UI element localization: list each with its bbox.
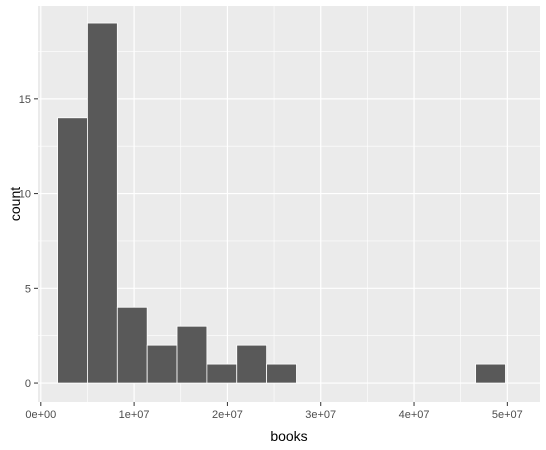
histogram-bar xyxy=(146,344,178,384)
bars xyxy=(57,22,506,384)
y-axis: 0 5 10 15 xyxy=(19,94,38,390)
x-axis-title: books xyxy=(270,428,307,444)
y-tick-label: 15 xyxy=(19,94,31,106)
y-tick-label: 10 xyxy=(19,189,31,201)
x-axis: 0e+00 1e+07 2e+07 3e+07 4e+07 5e+07 xyxy=(25,402,523,421)
histogram-bar xyxy=(176,325,208,384)
x-tick-label: 0e+00 xyxy=(25,409,56,421)
histogram-bar xyxy=(475,363,506,384)
x-tick-label: 4e+07 xyxy=(399,409,430,421)
x-tick-label: 1e+07 xyxy=(119,409,150,421)
histogram-bar xyxy=(87,22,118,384)
x-tick-label: 3e+07 xyxy=(305,409,336,421)
histogram-bar xyxy=(57,117,88,384)
y-tick-label: 5 xyxy=(25,283,31,295)
x-tick-label: 5e+07 xyxy=(492,409,523,421)
histogram-bar xyxy=(266,363,297,384)
histogram-bar xyxy=(236,344,268,384)
histogram-bar xyxy=(116,306,148,384)
histogram-bar xyxy=(206,363,238,384)
x-tick-label: 2e+07 xyxy=(212,409,243,421)
y-axis-title: count xyxy=(7,187,23,221)
y-tick-label: 0 xyxy=(25,378,31,390)
